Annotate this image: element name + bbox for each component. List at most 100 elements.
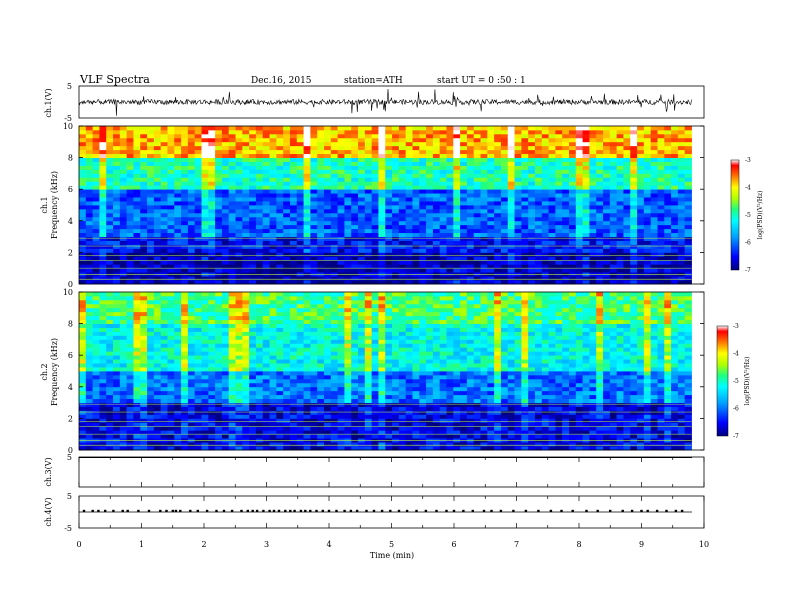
spectrogram-cell	[358, 193, 366, 198]
spectrogram-cell	[255, 323, 264, 328]
spectrogram-cell	[85, 137, 94, 143]
spectrogram-cell	[140, 169, 148, 174]
spectrogram-cell	[344, 205, 352, 210]
spectrogram-cell	[113, 390, 121, 396]
spectrogram-cell	[235, 252, 243, 257]
spectrogram-cell	[521, 268, 529, 273]
spectrogram-cell	[201, 347, 209, 352]
spectrogram-cell	[160, 256, 168, 261]
spectrogram-cell	[439, 205, 447, 210]
spectrogram-cell	[92, 169, 100, 174]
spectrogram-cell	[85, 331, 94, 336]
spectrogram-cell	[153, 295, 162, 301]
spectrogram-cell	[548, 185, 556, 190]
spectrogram-cell	[140, 161, 148, 166]
spectrogram-cell	[113, 319, 121, 324]
spectrogram-cell	[412, 161, 420, 166]
spectrogram-cell	[119, 323, 128, 328]
spectrogram-cell	[208, 295, 216, 301]
spectrogram-cell	[235, 292, 243, 297]
spectrogram-cell	[283, 323, 291, 328]
spectrogram-cell	[664, 232, 672, 237]
spectrogram-cell	[582, 189, 590, 194]
spectrogram-cell	[106, 363, 114, 368]
spectrogram-cell	[215, 374, 223, 380]
spectrogram-cell	[494, 236, 502, 241]
spectrogram-cell	[126, 232, 134, 237]
spectrogram-cell	[140, 228, 148, 234]
spectrogram-cell	[249, 276, 257, 281]
spectrogram-cell	[303, 414, 311, 419]
spectrogram-cell	[113, 315, 121, 321]
spectrogram-cell	[426, 149, 434, 155]
spectrogram-cell	[677, 169, 686, 174]
spectrogram-cell	[412, 216, 420, 222]
spectrogram-cell	[235, 189, 243, 194]
spectrogram-cell	[160, 422, 168, 427]
spectrogram-cell	[235, 248, 243, 253]
spectrogram-cell	[351, 173, 359, 178]
spectrogram-cell	[569, 165, 577, 170]
spectrogram-cell	[276, 406, 284, 411]
spectrogram-cell	[79, 351, 87, 356]
spectrogram-cell	[119, 133, 128, 139]
spectrogram-cell	[412, 280, 420, 285]
spectrogram-cell	[208, 363, 216, 368]
spectrogram-cell	[358, 201, 366, 206]
spectrogram-cell	[466, 149, 475, 155]
spectrogram-cell	[596, 256, 604, 261]
spectrogram-cell	[460, 153, 468, 158]
spectrogram-cell	[133, 173, 141, 178]
spectrogram-cell	[119, 386, 128, 392]
spectrogram-cell	[133, 363, 141, 368]
spectrogram-cell	[140, 280, 148, 285]
spectrogram-cell	[79, 260, 87, 265]
spectrogram-cell	[269, 276, 277, 281]
ch1-colorbar: -3-4-5-6-7 log(PSD)(V²/Hz)	[730, 157, 764, 274]
spectrogram-cell	[174, 153, 182, 158]
spectrogram-cell	[187, 157, 196, 162]
spectrogram-cell	[140, 410, 148, 415]
spectrogram-cell	[201, 173, 209, 178]
spectrogram-cell	[643, 126, 652, 131]
spectrogram-cell	[419, 169, 427, 174]
spectrogram-cell	[466, 220, 475, 226]
spectrogram-cell	[303, 256, 311, 261]
spectrogram-cell	[562, 129, 570, 135]
spectrogram-cell	[534, 268, 543, 273]
spectrogram-cell	[269, 165, 277, 170]
spectrogram-cell	[221, 363, 230, 368]
spectrogram-cell	[466, 276, 475, 281]
spectrogram-cell	[174, 374, 182, 380]
spectrogram-cell	[473, 185, 481, 190]
spectrogram-cell	[201, 414, 209, 419]
spectrogram-cell	[371, 256, 379, 261]
spectrogram-cell	[181, 280, 189, 285]
spectrogram-cell	[133, 371, 141, 376]
spectrogram-cell	[249, 197, 257, 202]
spectrogram-cell	[201, 252, 209, 257]
spectrogram-cell	[303, 181, 311, 186]
spectrogram-cell	[160, 193, 168, 198]
spectrogram-cell	[99, 220, 107, 226]
spectrogram-cell	[153, 426, 162, 431]
spectrogram-cell	[147, 367, 155, 372]
spectrogram-cell	[262, 240, 270, 245]
spectrogram-cell	[208, 378, 216, 384]
spectrogram-cell	[187, 252, 196, 257]
spectrogram-cell	[494, 256, 502, 261]
spectrogram-cell	[119, 374, 128, 380]
spectrogram-cell	[371, 126, 379, 131]
ch2-spectrogram-image	[79, 292, 692, 451]
spectrogram-cell	[113, 185, 121, 190]
spectrogram-cell	[99, 256, 107, 261]
spectrogram-cell	[194, 382, 202, 388]
spectrogram-cell	[303, 224, 311, 230]
spectrogram-cell	[147, 335, 155, 340]
spectrogram-cell	[262, 422, 270, 427]
spectrogram-cell	[221, 181, 230, 186]
spectrogram-cell	[79, 165, 87, 170]
spectrogram-cell	[187, 406, 196, 411]
spectrogram-cell	[589, 228, 597, 234]
spectrogram-cell	[255, 129, 264, 135]
